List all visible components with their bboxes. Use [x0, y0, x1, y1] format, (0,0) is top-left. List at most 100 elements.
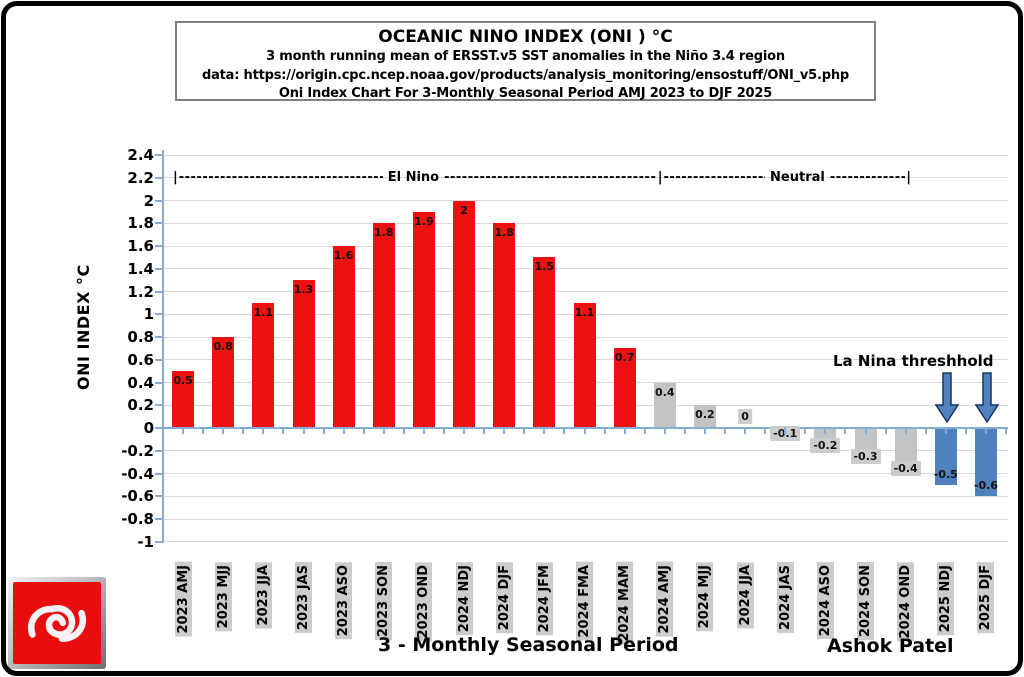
x-axis-tick — [904, 427, 907, 434]
bar-value-label: 1.5 — [534, 260, 555, 274]
phase-dashes: ----------------------------------------… — [829, 170, 905, 185]
y-axis-tick — [155, 495, 163, 498]
x-axis-tick — [563, 427, 566, 434]
phase-divider: | — [173, 170, 178, 185]
x-axis-tick — [342, 427, 345, 434]
x-axis-tick — [543, 427, 546, 434]
y-axis-tick-label: 0.4 — [127, 373, 154, 392]
y-axis-line — [162, 150, 164, 543]
x-axis-label: 2024 DJF — [495, 562, 513, 634]
y-axis-tick — [155, 404, 163, 407]
y-axis-tick — [155, 518, 163, 520]
bar-value-label: 0.4 — [655, 385, 675, 399]
bar-value-label: 0.8 — [213, 340, 233, 353]
y-axis-tick — [155, 267, 163, 270]
x-axis-label: 2024 ASO — [816, 562, 834, 640]
y-axis-tick-label: 1 — [143, 305, 154, 324]
x-axis-label: 2025 NDJ — [937, 562, 955, 636]
x-axis-tick — [583, 427, 586, 434]
x-axis-tick — [362, 427, 365, 434]
x-axis-tick — [724, 427, 726, 434]
logo — [8, 577, 106, 669]
x-axis-tick — [443, 427, 445, 434]
y-axis-tick — [155, 472, 163, 475]
gridline — [163, 450, 1008, 452]
gridline — [163, 245, 1008, 247]
x-axis-label: 2023 AMJ — [174, 562, 192, 637]
x-axis-tick — [302, 427, 305, 434]
gridline — [163, 541, 1008, 543]
x-axis-tick — [1005, 427, 1007, 434]
bar-2025-NDJ — [934, 429, 957, 485]
chart-period: Oni Index Chart For 3-Monthly Seasonal P… — [278, 86, 773, 101]
y-axis-tick-label: -1 — [137, 532, 154, 551]
bar-value-label: -0.4 — [890, 460, 921, 476]
x-axis-label: 2023 JJA — [254, 562, 272, 629]
chart-subtitle: 3 month running mean of ERSST.v5 SST ano… — [266, 49, 785, 64]
bar-value-label: 1.1 — [253, 305, 274, 319]
x-axis-tick — [884, 427, 887, 434]
la-nina-arrow — [974, 372, 1000, 424]
y-axis-tick-label: -0.6 — [121, 487, 154, 506]
x-axis-tick — [764, 427, 767, 434]
bar-value-label: 1.8 — [374, 226, 394, 240]
bar-value-label: -0.6 — [973, 479, 998, 493]
author-signature: Ashok Patel — [827, 635, 954, 657]
y-axis-tick-label: 0.2 — [127, 396, 154, 415]
bar-value-label: -0.5 — [933, 467, 958, 481]
y-axis-tick-label: 1.2 — [127, 282, 154, 301]
x-axis-tick — [623, 427, 626, 434]
x-axis-tick — [603, 427, 606, 434]
bar-2024-AMJ — [653, 382, 676, 428]
y-axis-tick — [155, 154, 163, 156]
bar-2024-MJJ — [693, 405, 716, 428]
la-nina-arrow — [934, 372, 960, 424]
y-axis-tick — [155, 336, 163, 338]
y-axis-tick — [155, 199, 163, 202]
la-nina-threshold-label: La Nina threshhold — [833, 352, 994, 370]
y-axis-tick-label: -0.8 — [121, 510, 154, 528]
bar-2023-ASO — [332, 246, 355, 428]
y-axis-tick — [155, 313, 163, 316]
x-axis-label: 2024 MJJ — [696, 562, 714, 632]
x-axis-tick — [402, 427, 405, 434]
bar-2025-DJF — [974, 429, 997, 497]
x-axis-label: 2024 SON — [857, 562, 874, 641]
x-axis-label: 2023 SON — [375, 562, 393, 641]
x-axis-tick — [984, 427, 987, 434]
y-axis-tick-label: -0.2 — [121, 441, 154, 460]
bar-2023-JAS — [292, 280, 315, 428]
x-axis-tick — [683, 427, 686, 434]
x-axis-tick — [503, 427, 506, 434]
y-axis-tick-label: 1.6 — [127, 237, 154, 255]
x-axis-tick — [523, 427, 526, 434]
y-axis-tick — [155, 222, 163, 225]
x-axis-tick — [944, 427, 947, 434]
x-axis-tick — [703, 427, 706, 434]
gridline — [163, 518, 1008, 520]
x-axis-tick — [282, 427, 285, 434]
x-axis-label: 2024 FMA — [576, 562, 593, 641]
bar-2024-MAM — [613, 348, 636, 428]
x-axis-tick — [322, 427, 325, 434]
x-axis-tick — [222, 427, 225, 434]
x-axis-tick — [463, 427, 466, 434]
bar-value-label: 1.6 — [333, 249, 354, 262]
y-axis-tick-label: 1.8 — [127, 214, 154, 233]
gridline — [163, 291, 1008, 292]
bar-2023-SON — [372, 223, 395, 428]
bar-2023-JJA — [252, 302, 275, 428]
y-axis-tick — [155, 290, 163, 293]
bar-value-label: 2 — [460, 203, 468, 217]
x-axis-tick — [483, 427, 486, 434]
data-source: data: https://origin.cpc.ncep.noaa.gov/p… — [201, 67, 850, 83]
x-axis-tick — [643, 427, 646, 434]
gridline — [163, 495, 1008, 497]
y-axis-tick-label: 2 — [143, 191, 154, 210]
gridline — [163, 268, 1008, 270]
y-axis-tick-label: 1.4 — [127, 259, 154, 278]
gridline — [163, 177, 1008, 179]
phase-divider: | — [657, 170, 663, 185]
bar-2024-JFM — [533, 257, 556, 428]
y-axis-tick-label: 0.8 — [127, 328, 154, 346]
